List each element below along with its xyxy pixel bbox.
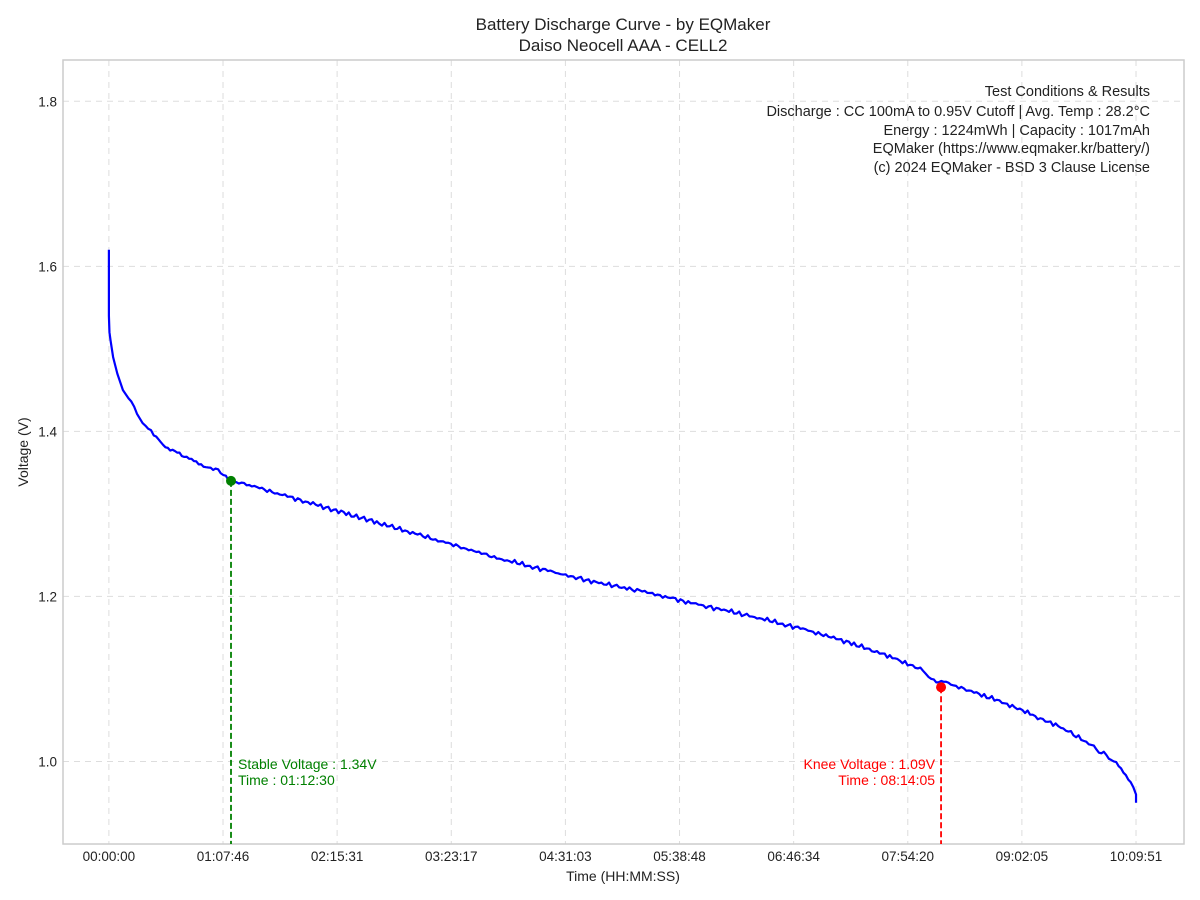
x-tick-label: 01:07:46 [197,849,250,864]
y-tick-label: 1.8 [38,94,57,109]
y-tick-label: 1.6 [38,259,57,274]
info-line: Test Conditions & Results [985,84,1150,100]
marker-point [936,682,947,693]
y-tick-label: 1.0 [38,754,57,769]
x-tick-label: 09:02:05 [996,849,1049,864]
x-tick-label: 03:23:17 [425,849,478,864]
x-tick-label: 10:09:51 [1110,849,1163,864]
marker-time-label: Time : 01:12:30 [238,772,335,788]
info-line: Energy : 1224mWh | Capacity : 1017mAh [883,123,1150,139]
marker-label: Knee Voltage : 1.09V [803,756,935,772]
y-axis-label: Voltage (V) [15,417,31,486]
x-axis-label: Time (HH:MM:SS) [566,868,680,884]
marker-time-label: Time : 08:14:05 [838,772,935,788]
chart-subtitle: Daiso Neocell AAA - CELL2 [519,36,728,55]
marker-point [226,475,237,486]
x-tick-label: 06:46:34 [767,849,820,864]
chart-title: Battery Discharge Curve - by EQMaker [476,15,771,34]
info-line: EQMaker (https://www.eqmaker.kr/battery/… [873,141,1150,157]
x-tick-label: 02:15:31 [311,849,364,864]
marker-label: Stable Voltage : 1.34V [238,756,377,772]
series-layer [107,249,1138,803]
x-tick-label: 00:00:00 [83,849,136,864]
axis-ticks: 00:00:00 01:07:46 02:15:31 03:23:17 04:31:03… [38,94,1162,864]
info-line: (c) 2024 EQMaker - BSD 3 Clause License [874,160,1150,176]
x-tick-label: 05:38:48 [653,849,706,864]
info-line: Discharge : CC 100mA to 0.95V Cutoff | A… [766,104,1150,120]
y-tick-label: 1.4 [38,424,57,439]
y-tick-label: 1.2 [38,589,57,604]
x-tick-label: 07:54:20 [882,849,935,864]
grid-lines [63,60,1184,844]
x-tick-label: 04:31:03 [539,849,592,864]
plot-area-frame [62,59,1185,845]
info-box: Test Conditions & Results Discharge : CC… [766,84,1150,176]
series-line [107,249,1138,803]
